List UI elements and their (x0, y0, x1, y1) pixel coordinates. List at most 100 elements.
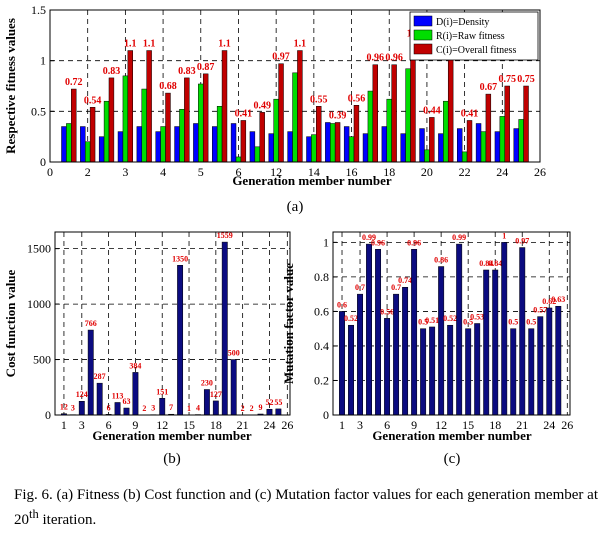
bar (485, 93, 492, 163)
data-label: 0.99 (452, 233, 466, 242)
bar (80, 126, 86, 163)
y-tick-label: 0 (45, 408, 51, 422)
bar (212, 126, 218, 163)
bar (325, 122, 331, 163)
y-tick-label: 1000 (27, 297, 51, 311)
x-tick-label: 15 (183, 418, 195, 432)
panel-label: (a) (287, 199, 304, 215)
panel-label: (b) (163, 451, 181, 467)
data-label: 0.83 (178, 66, 196, 77)
bar (287, 131, 293, 163)
y-tick-label: 0.5 (31, 104, 46, 118)
y-tick-label: 1500 (27, 242, 51, 256)
data-label: 55 (274, 398, 282, 407)
caption-text: Fig. 6. (a) Fitness (b) Cost function an… (14, 487, 598, 528)
bar (216, 106, 223, 163)
x-tick-label: 22 (459, 165, 471, 179)
bar (348, 324, 354, 416)
x-tick-label: 6 (106, 418, 112, 432)
y-tick-label: 0 (323, 408, 329, 422)
bar (429, 117, 435, 163)
y-tick-label: 0.2 (314, 373, 329, 387)
bar (292, 72, 298, 163)
data-label: 151 (156, 387, 168, 396)
bar (523, 85, 529, 163)
data-label: 0.7 (355, 283, 365, 292)
data-label: 287 (94, 372, 106, 381)
bar (494, 131, 501, 163)
x-tick-label: 24 (263, 418, 275, 432)
bar (357, 293, 363, 416)
bar (405, 68, 411, 163)
x-tick-label: 4 (160, 165, 166, 179)
bar (366, 243, 372, 416)
bar (447, 50, 454, 163)
plot-frame (49, 9, 541, 163)
bar (249, 131, 256, 163)
bar (555, 305, 562, 416)
data-label: 0.52 (443, 314, 457, 323)
bar (155, 131, 161, 163)
bar (122, 75, 129, 163)
bar (87, 329, 94, 416)
y-axis-label: Respective fitness values (3, 18, 18, 154)
bar (386, 98, 392, 163)
bar (89, 107, 96, 163)
data-label: 0.72 (65, 77, 83, 88)
bar (474, 323, 481, 416)
x-tick-label: 9 (132, 418, 138, 432)
bar (329, 123, 336, 163)
x-tick-label: 6 (384, 418, 390, 432)
bar (393, 293, 400, 416)
x-tick-label: 1 (339, 418, 345, 432)
data-label: 0.63 (551, 295, 565, 304)
x-tick-label: 21 (237, 418, 249, 432)
data-label: 0.96 (367, 53, 385, 64)
data-label: 2 (142, 404, 146, 413)
legend-label: D(i)=Density (436, 17, 489, 28)
bar (443, 100, 449, 163)
data-label: 3 (151, 404, 155, 413)
bar (384, 318, 391, 416)
data-label: 0.96 (407, 238, 421, 247)
x-axis-label: Generation member number (92, 428, 252, 443)
bar (483, 269, 490, 416)
data-label: 230 (201, 378, 213, 387)
bar (268, 133, 274, 163)
data-label: 0.5 (418, 318, 428, 327)
legend-swatch (413, 29, 433, 41)
data-label: 0.5 (463, 318, 473, 327)
bar (513, 128, 519, 163)
data-label: 2 (250, 404, 254, 413)
y-tick-label: 1 (40, 54, 46, 68)
x-tick-label: 12 (435, 418, 447, 432)
data-label: 1.1 (124, 39, 137, 50)
data-label: 0.6 (337, 300, 347, 309)
bar (254, 146, 261, 163)
data-label: 0.84 (488, 259, 502, 268)
bar (179, 109, 185, 163)
y-tick-label: 1.5 (31, 3, 46, 17)
bar (501, 242, 508, 416)
x-tick-label: 6 (235, 165, 241, 179)
bar (240, 120, 247, 163)
bar (353, 105, 360, 163)
data-label: 124 (76, 390, 88, 399)
data-label: 0.57 (533, 306, 547, 315)
bar (146, 50, 152, 163)
bar (114, 402, 121, 416)
bar (510, 328, 517, 416)
bar (184, 77, 190, 163)
data-label: 0.5 (508, 318, 518, 327)
caption-sup: th (29, 507, 39, 521)
bar (372, 64, 378, 163)
y-tick-label: 0 (40, 155, 46, 169)
data-label: 0.97 (515, 237, 529, 246)
bar (419, 128, 425, 163)
bar (230, 359, 237, 416)
data-label: 0.87 (197, 62, 215, 73)
y-tick-label: 500 (33, 353, 51, 367)
bar (230, 123, 237, 163)
bar (306, 136, 312, 163)
